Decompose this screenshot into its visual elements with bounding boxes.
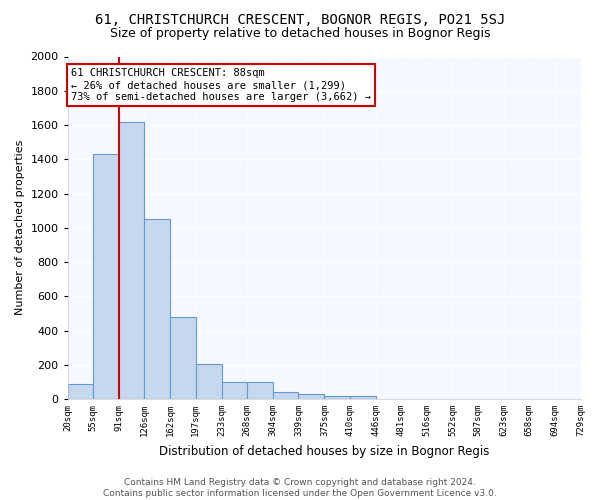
Bar [298,394,325,399]
Text: Contains HM Land Registry data © Crown copyright and database right 2024.
Contai: Contains HM Land Registry data © Crown c… [103,478,497,498]
Bar [273,392,298,399]
Bar [350,396,376,399]
Text: Size of property relative to detached houses in Bognor Regis: Size of property relative to detached ho… [110,28,490,40]
Bar [170,317,196,399]
Bar [145,219,170,399]
Bar [222,382,247,399]
Bar [93,154,119,399]
Text: 61 CHRISTCHURCH CRESCENT: 88sqm
← 26% of detached houses are smaller (1,299)
73%: 61 CHRISTCHURCH CRESCENT: 88sqm ← 26% of… [71,68,371,102]
Bar [247,382,273,399]
X-axis label: Distribution of detached houses by size in Bognor Regis: Distribution of detached houses by size … [159,444,489,458]
Bar [325,396,350,399]
Bar [119,122,145,399]
Text: 61, CHRISTCHURCH CRESCENT, BOGNOR REGIS, PO21 5SJ: 61, CHRISTCHURCH CRESCENT, BOGNOR REGIS,… [95,12,505,26]
Bar [68,384,93,399]
Y-axis label: Number of detached properties: Number of detached properties [15,140,25,316]
Bar [196,364,222,399]
